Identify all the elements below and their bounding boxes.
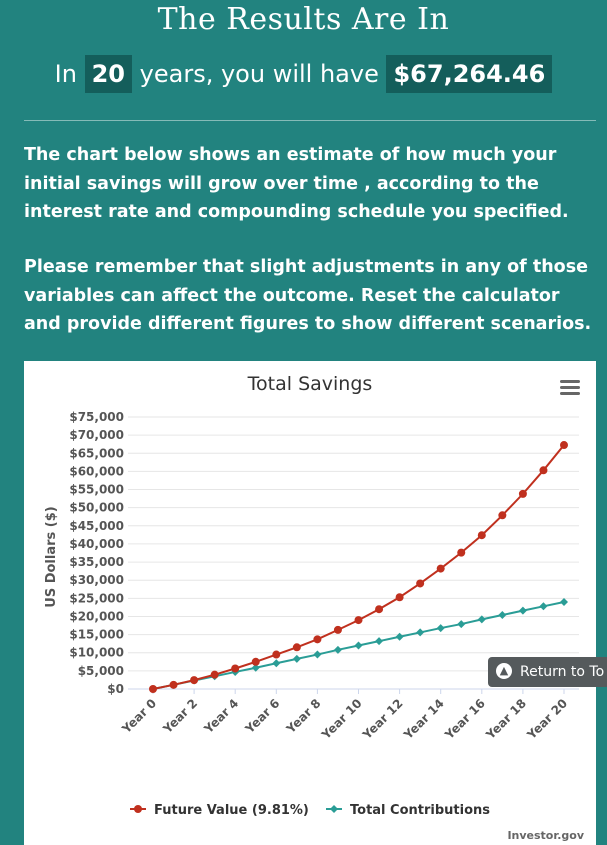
- y-axis-ticks: $0 $5,000 $10,000 $15,000 $20,000 $25,000 $30,…: [69, 410, 124, 696]
- grid-lines: [128, 416, 579, 690]
- y-tick-label: $55,000: [69, 483, 124, 497]
- data-point: [416, 628, 425, 637]
- data-point: [395, 593, 404, 602]
- data-point: [395, 632, 404, 641]
- data-point: [375, 605, 384, 614]
- y-tick-label: $75,000: [69, 410, 124, 424]
- data-point: [457, 548, 466, 557]
- y-tick-label: $20,000: [69, 609, 124, 623]
- y-tick-label: $25,000: [69, 591, 124, 605]
- data-point: [333, 625, 342, 634]
- total-savings-chart: Total Savings US Dollars ($) $0 $5,000 $10…: [24, 361, 596, 845]
- x-tick-label: Year 12: [359, 696, 405, 742]
- data-point: [560, 441, 568, 450]
- data-point: [560, 597, 568, 606]
- x-tick-label: Year 8: [283, 696, 324, 737]
- data-point: [313, 650, 322, 659]
- return-to-top-label: Return to To: [520, 664, 605, 680]
- data-point: [231, 664, 240, 673]
- y-tick-label: $50,000: [69, 501, 124, 515]
- data-point: [539, 602, 548, 611]
- data-point: [313, 635, 322, 644]
- y-tick-label: $0: [107, 682, 124, 696]
- legend-label: Future Value (9.81%): [154, 803, 309, 818]
- data-point: [210, 670, 219, 679]
- data-point: [251, 657, 260, 666]
- explanation-paragraph: The chart below shows an estimate of how…: [24, 145, 569, 222]
- x-tick-label: Year 2: [160, 696, 201, 737]
- data-point: [498, 511, 507, 520]
- x-tick-label: Year 18: [483, 696, 529, 742]
- years-badge: 20: [84, 55, 133, 93]
- x-tick-label: Year 10: [318, 696, 364, 742]
- data-point: [436, 564, 445, 573]
- x-tick-label: Year 20: [524, 696, 570, 742]
- y-tick-label: $70,000: [69, 428, 124, 442]
- data-point: [518, 606, 527, 615]
- y-tick-label: $40,000: [69, 537, 124, 551]
- amount-badge: $67,264.46: [386, 55, 553, 93]
- data-point: [354, 616, 363, 625]
- x-tick-label: Year 14: [400, 696, 446, 742]
- data-point: [272, 650, 281, 659]
- y-tick-label: $65,000: [69, 446, 124, 460]
- series-lines: [149, 441, 568, 693]
- y-axis-label: US Dollars ($): [44, 506, 59, 607]
- summary-middle: years, you will have: [139, 60, 379, 88]
- chevron-up-icon: ▲: [496, 663, 512, 679]
- results-title: The Results Are In: [157, 2, 450, 37]
- data-point: [477, 615, 486, 624]
- return-to-top-button[interactable]: ▲ Return to To: [488, 657, 607, 687]
- x-tick-label: Year 16: [442, 696, 488, 742]
- y-tick-label: $30,000: [69, 573, 124, 587]
- y-tick-label: $10,000: [69, 646, 124, 660]
- reminder-paragraph: Please remember that slight adjustments …: [24, 257, 592, 334]
- x-tick-label: Year 6: [242, 696, 283, 737]
- chart-svg: Total Savings US Dollars ($) $0 $5,000 $10…: [44, 373, 585, 842]
- legend-label: Total Contributions: [350, 803, 490, 818]
- data-point: [477, 531, 486, 540]
- y-tick-label: $45,000: [69, 519, 124, 533]
- data-point: [333, 645, 342, 654]
- chart-title: Total Savings: [247, 373, 373, 395]
- data-point: [292, 654, 301, 663]
- hamburger-menu-icon[interactable]: [558, 378, 582, 398]
- data-point: [251, 663, 260, 672]
- y-tick-label: $60,000: [69, 464, 124, 478]
- x-tick-label: Year 4: [201, 696, 242, 737]
- x-tick-label: Year 0: [119, 696, 160, 737]
- divider: [24, 120, 596, 121]
- data-point: [354, 641, 363, 650]
- data-point: [375, 637, 384, 646]
- data-point: [272, 659, 281, 668]
- data-point: [416, 579, 425, 588]
- chart-credits[interactable]: Investor.gov: [507, 829, 584, 842]
- data-point: [149, 685, 157, 693]
- data-point: [457, 620, 466, 629]
- y-tick-label: $15,000: [69, 628, 124, 642]
- summary-prefix: In: [54, 60, 77, 88]
- results-summary: In 20 years, you will have $67,264.46: [0, 54, 607, 94]
- data-point: [498, 611, 507, 620]
- y-tick-label: $5,000: [78, 664, 124, 678]
- legend-marker: [134, 805, 142, 813]
- legend-marker: [330, 805, 338, 813]
- chart-legend: Future Value (9.81%) Total Contributions: [130, 803, 490, 818]
- data-point: [436, 624, 445, 633]
- data-point: [190, 676, 199, 685]
- data-point: [169, 680, 178, 689]
- data-point: [518, 489, 527, 498]
- y-tick-label: $35,000: [69, 555, 124, 569]
- data-point: [539, 466, 548, 475]
- data-point: [292, 643, 301, 652]
